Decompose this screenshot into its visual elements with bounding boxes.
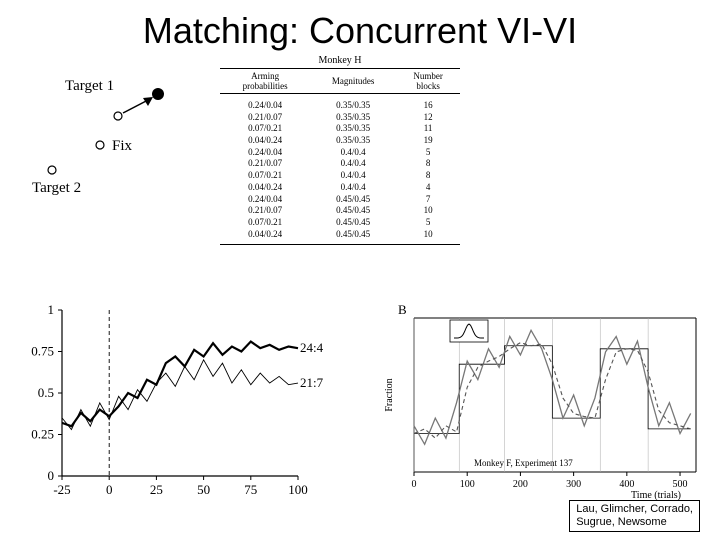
svg-text:Monkey F, Experiment 137: Monkey F, Experiment 137 [474, 458, 573, 468]
table-header: Magnitudes [310, 69, 396, 94]
svg-text:25: 25 [150, 482, 163, 497]
citation-line1: Lau, Glimcher, Corrado, [576, 503, 693, 516]
target2-label: Target 2 [32, 180, 81, 196]
table-cell: 0.07/0.21 [220, 123, 310, 135]
svg-text:0.75: 0.75 [31, 344, 54, 359]
table-cell: 5 [396, 147, 460, 159]
table-cell: 0.45/0.45 [310, 205, 396, 217]
table-cell: 0.04/0.24 [220, 229, 310, 245]
svg-text:0: 0 [106, 482, 113, 497]
table-row: 0.04/0.240.35/0.3519 [220, 135, 460, 147]
table-cell: 0.4/0.4 [310, 147, 396, 159]
svg-text:200: 200 [513, 479, 528, 490]
table-cell: 12 [396, 112, 460, 124]
table-row: 0.07/0.210.4/0.48 [220, 170, 460, 182]
table-cell: 5 [396, 217, 460, 229]
chart-right: 0 100 200 300 400 500Time (trials) Fraction B Mo… [380, 300, 704, 500]
svg-text:75: 75 [244, 482, 257, 497]
table-cell: 0.35/0.35 [310, 112, 396, 124]
table-row: 0.04/0.240.4/0.44 [220, 182, 460, 194]
table-cell: 0.21/0.07 [220, 205, 310, 217]
target1-label: Target 1 [65, 78, 114, 94]
start-circle-icon [114, 112, 122, 120]
table-cell: 0.04/0.24 [220, 135, 310, 147]
table-cell: 0.21/0.07 [220, 158, 310, 170]
svg-text:1: 1 [48, 302, 55, 317]
table-cell: 0.45/0.45 [310, 229, 396, 245]
svg-text:500: 500 [673, 479, 688, 490]
svg-text:-25: -25 [53, 482, 70, 497]
svg-text:Fraction: Fraction [384, 378, 395, 411]
svg-text:50: 50 [197, 482, 210, 497]
svg-text:B: B [398, 302, 407, 317]
svg-text:24:4: 24:4 [300, 340, 324, 355]
table-cell: 7 [396, 194, 460, 206]
table-cell: 0.21/0.07 [220, 112, 310, 124]
table-row: 0.21/0.070.35/0.3512 [220, 112, 460, 124]
table-header: Armingprobabilities [220, 69, 310, 94]
svg-text:0.25: 0.25 [31, 427, 54, 442]
svg-text:100: 100 [288, 482, 308, 497]
table-cell: 0.45/0.45 [310, 217, 396, 229]
table-row: 0.04/0.240.45/0.4510 [220, 229, 460, 245]
citation-line2: Sugrue, Newsome [576, 516, 693, 529]
citation-box: Lau, Glimcher, Corrado, Sugrue, Newsome [569, 500, 700, 532]
table-row: 0.07/0.210.45/0.455 [220, 217, 460, 229]
table-cell: 4 [396, 182, 460, 194]
table-cell: 0.04/0.24 [220, 182, 310, 194]
table-row: 0.24/0.040.4/0.45 [220, 147, 460, 159]
table-header: Numberblocks [396, 69, 460, 94]
svg-text:Time (trials): Time (trials) [631, 490, 681, 500]
table-cell: 0.07/0.21 [220, 170, 310, 182]
table-cell: 16 [396, 94, 460, 112]
table-caption: Monkey H [220, 55, 460, 68]
table-row: 0.24/0.040.45/0.457 [220, 194, 460, 206]
svg-text:400: 400 [619, 479, 634, 490]
svg-text:0: 0 [48, 468, 55, 483]
table-row: 0.21/0.070.4/0.48 [220, 158, 460, 170]
table-cell: 10 [396, 229, 460, 245]
chart-left: 00.250.50.751-25025507510024:421:7 [18, 300, 338, 500]
svg-text:21:7: 21:7 [300, 375, 324, 390]
table-cell: 0.24/0.04 [220, 147, 310, 159]
table-cell: 0.4/0.4 [310, 170, 396, 182]
svg-text:100: 100 [460, 479, 475, 490]
table-cell: 0.4/0.4 [310, 158, 396, 170]
fix-label: Fix [112, 138, 133, 154]
table-cell: 0.35/0.35 [310, 94, 396, 112]
table-cell: 0.35/0.35 [310, 123, 396, 135]
table-cell: 19 [396, 135, 460, 147]
table-cell: 8 [396, 170, 460, 182]
table-cell: 0.4/0.4 [310, 182, 396, 194]
fix-circle-icon [96, 141, 104, 149]
task-diagram: Target 1 Fix Target 2 [30, 70, 210, 210]
table-cell: 0.35/0.35 [310, 135, 396, 147]
target1-dot [152, 88, 164, 100]
svg-text:0: 0 [412, 479, 417, 490]
table-row: 0.24/0.040.35/0.3516 [220, 94, 460, 112]
table-cell: 0.45/0.45 [310, 194, 396, 206]
table-row: 0.07/0.210.35/0.3511 [220, 123, 460, 135]
page-title: Matching: Concurrent VI-VI [0, 0, 720, 52]
table-cell: 0.24/0.04 [220, 194, 310, 206]
table-row: 0.21/0.070.45/0.4510 [220, 205, 460, 217]
svg-text:300: 300 [566, 479, 581, 490]
conditions-table: Monkey H ArmingprobabilitiesMagnitudesNu… [220, 55, 460, 245]
table-cell: 10 [396, 205, 460, 217]
table-cell: 0.24/0.04 [220, 94, 310, 112]
target2-dot [48, 166, 56, 174]
table-cell: 11 [396, 123, 460, 135]
table-cell: 0.07/0.21 [220, 217, 310, 229]
svg-text:0.5: 0.5 [38, 385, 54, 400]
table-cell: 8 [396, 158, 460, 170]
